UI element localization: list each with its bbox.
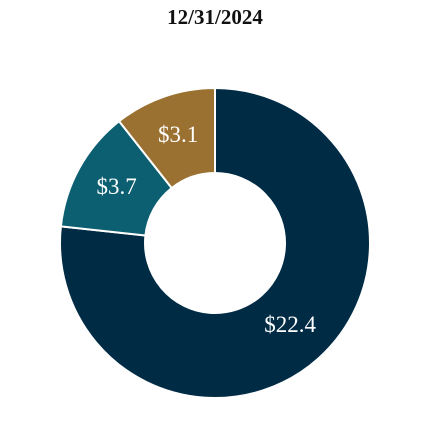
chart-title: 12/31/2024 bbox=[167, 5, 263, 29]
data-label: $3.1 bbox=[158, 122, 198, 147]
donut-segment bbox=[117, 86, 216, 190]
data-label: $22.4 bbox=[264, 312, 316, 337]
data-label: $3.7 bbox=[96, 174, 136, 199]
donut-segment bbox=[59, 86, 371, 399]
